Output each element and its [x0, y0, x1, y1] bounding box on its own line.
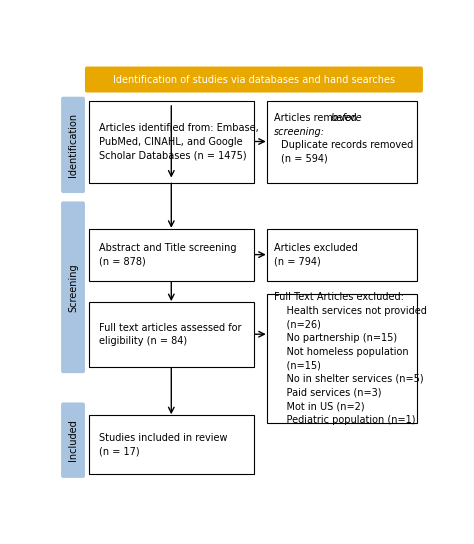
- Text: Included: Included: [68, 419, 78, 461]
- FancyBboxPatch shape: [85, 66, 423, 92]
- Text: Identification of studies via databases and hand searches: Identification of studies via databases …: [113, 75, 395, 84]
- Text: before: before: [331, 114, 363, 123]
- Text: Screening: Screening: [68, 263, 78, 312]
- FancyBboxPatch shape: [61, 201, 85, 373]
- FancyBboxPatch shape: [61, 97, 85, 193]
- Text: Full text articles assessed for
eligibility (n = 84): Full text articles assessed for eligibil…: [99, 323, 241, 346]
- FancyBboxPatch shape: [89, 302, 254, 367]
- FancyBboxPatch shape: [267, 101, 418, 183]
- Text: Abstract and Title screening
(n = 878): Abstract and Title screening (n = 878): [99, 243, 236, 267]
- Text: Articles removed: Articles removed: [274, 114, 360, 123]
- Text: screening:: screening:: [274, 127, 325, 137]
- Text: Identification: Identification: [68, 113, 78, 177]
- Text: Duplicate records removed: Duplicate records removed: [282, 140, 414, 150]
- FancyBboxPatch shape: [89, 415, 254, 474]
- Text: Articles excluded
(n = 794): Articles excluded (n = 794): [274, 243, 358, 267]
- FancyBboxPatch shape: [267, 294, 418, 423]
- FancyBboxPatch shape: [267, 228, 418, 281]
- Text: Full Text Articles excluded:
    Health services not provided
    (n=26)
    No : Full Text Articles excluded: Health serv…: [274, 292, 427, 425]
- FancyBboxPatch shape: [61, 403, 85, 478]
- Text: (n = 594): (n = 594): [282, 153, 328, 164]
- Text: Studies included in review
(n = 17): Studies included in review (n = 17): [99, 432, 227, 456]
- FancyBboxPatch shape: [89, 101, 254, 183]
- Text: Articles identified from: Embase,
PubMed, CINAHL, and Google
Scholar Databases (: Articles identified from: Embase, PubMed…: [99, 123, 258, 160]
- FancyBboxPatch shape: [89, 228, 254, 281]
